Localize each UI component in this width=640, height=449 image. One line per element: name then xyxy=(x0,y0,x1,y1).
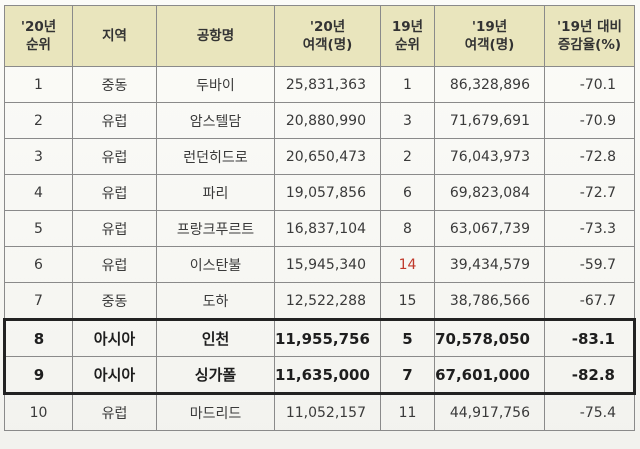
cell-airport-name: 두바이 xyxy=(156,66,275,103)
cell-region: 유럽 xyxy=(72,174,157,211)
cell-rank-2020: 7 xyxy=(4,282,73,320)
cell-region: 유럽 xyxy=(72,246,157,283)
cell-change-rate: -72.7 xyxy=(544,174,635,211)
cell-passengers-2019: 76,043,973 xyxy=(434,138,545,175)
cell-passengers-2020: 12,522,288 xyxy=(274,282,381,320)
cell-airport-name: 싱가폴 xyxy=(156,356,275,395)
cell-rank-2020: 2 xyxy=(4,102,73,139)
cell-change-rate: -70.9 xyxy=(544,102,635,139)
cell-rank-2020: 8 xyxy=(3,318,73,357)
cell-change-rate: -82.8 xyxy=(544,356,636,395)
cell-airport-name: 마드리드 xyxy=(156,393,275,431)
cell-rank-2019: 15 xyxy=(380,282,435,320)
cell-change-rate: -73.3 xyxy=(544,210,635,247)
cell-passengers-2019: 71,679,691 xyxy=(434,102,545,139)
header-passengers-2019: '19년 여객(명) xyxy=(434,5,545,67)
header-region: 지역 xyxy=(72,5,157,67)
cell-passengers-2019: 67,601,000 xyxy=(434,356,545,395)
cell-passengers-2020: 15,945,340 xyxy=(274,246,381,283)
cell-airport-name: 도하 xyxy=(156,282,275,320)
cell-passengers-2020: 11,052,157 xyxy=(274,393,381,431)
cell-passengers-2020: 11,635,000 xyxy=(274,356,381,395)
cell-airport-name: 이스탄불 xyxy=(156,246,275,283)
header-rank-2020: '20년 순위 xyxy=(4,5,73,67)
cell-region: 유럽 xyxy=(72,102,157,139)
cell-change-rate: -75.4 xyxy=(544,393,635,431)
cell-region: 중동 xyxy=(72,66,157,103)
cell-rank-2019: 11 xyxy=(380,393,435,431)
cell-rank-2020: 6 xyxy=(4,246,73,283)
cell-region: 중동 xyxy=(72,282,157,320)
table-row: 6 유럽 이스탄불 15,945,340 14 39,434,579 -59.7 xyxy=(4,246,635,283)
cell-passengers-2020: 16,837,104 xyxy=(274,210,381,247)
cell-change-rate: -67.7 xyxy=(544,282,635,320)
table-row: 5 유럽 프랑크푸르트 16,837,104 8 63,067,739 -73.… xyxy=(4,210,635,247)
cell-rank-2020: 9 xyxy=(3,356,73,395)
cell-change-rate: -59.7 xyxy=(544,246,635,283)
cell-rank-2019: 1 xyxy=(380,66,435,103)
header-passengers-2020: '20년 여객(명) xyxy=(274,5,381,67)
header-rank-2019: 19년 순위 xyxy=(380,5,435,67)
table-row: 4 유럽 파리 19,057,856 6 69,823,084 -72.7 xyxy=(4,174,635,211)
highlighted-table-row: 8 아시아 인천 11,955,756 5 70,578,050 -83.1 xyxy=(3,318,636,357)
cell-passengers-2020: 20,880,990 xyxy=(274,102,381,139)
cell-rank-2019: 14 xyxy=(380,246,435,283)
cell-region: 아시아 xyxy=(72,356,157,395)
header-airport-name: 공항명 xyxy=(156,5,275,67)
cell-passengers-2019: 38,786,566 xyxy=(434,282,545,320)
table-row: 7 중동 도하 12,522,288 15 38,786,566 -67.7 xyxy=(4,282,635,320)
cell-rank-2020: 3 xyxy=(4,138,73,175)
cell-airport-name: 인천 xyxy=(156,318,275,357)
cell-passengers-2020: 25,831,363 xyxy=(274,66,381,103)
cell-passengers-2019: 70,578,050 xyxy=(434,318,545,357)
cell-rank-2020: 10 xyxy=(4,393,73,431)
cell-region: 유럽 xyxy=(72,393,157,431)
cell-rank-2019: 7 xyxy=(380,356,435,395)
airport-passenger-ranking-table: '20년 순위 지역 공항명 '20년 여객(명) 19년 순위 xyxy=(3,5,636,431)
cell-rank-2019: 5 xyxy=(380,318,435,357)
cell-passengers-2019: 86,328,896 xyxy=(434,66,545,103)
cell-rank-2019: 2 xyxy=(380,138,435,175)
table-header-row: '20년 순위 지역 공항명 '20년 여객(명) 19년 순위 xyxy=(4,5,635,67)
cell-change-rate: -70.1 xyxy=(544,66,635,103)
cell-change-rate: -72.8 xyxy=(544,138,635,175)
cell-passengers-2019: 39,434,579 xyxy=(434,246,545,283)
cell-passengers-2020: 19,057,856 xyxy=(274,174,381,211)
cell-passengers-2019: 69,823,084 xyxy=(434,174,545,211)
header-change-rate: '19년 대비 증감율(%) xyxy=(544,5,635,67)
cell-airport-name: 암스텔담 xyxy=(156,102,275,139)
table-row: 1 중동 두바이 25,831,363 1 86,328,896 -70.1 xyxy=(4,66,635,103)
cell-rank-2019: 3 xyxy=(380,102,435,139)
cell-region: 아시아 xyxy=(72,318,157,357)
table-row: 2 유럽 암스텔담 20,880,990 3 71,679,691 -70.9 xyxy=(4,102,635,139)
cell-rank-2020: 5 xyxy=(4,210,73,247)
cell-region: 유럽 xyxy=(72,210,157,247)
highlighted-table-row: 9 아시아 싱가폴 11,635,000 7 67,601,000 -82.8 xyxy=(3,356,636,395)
cell-passengers-2020: 11,955,756 xyxy=(274,318,381,357)
cell-passengers-2019: 44,917,756 xyxy=(434,393,545,431)
cell-rank-2020: 4 xyxy=(4,174,73,211)
cell-airport-name: 런던히드로 xyxy=(156,138,275,175)
cell-rank-2020: 1 xyxy=(4,66,73,103)
cell-passengers-2020: 20,650,473 xyxy=(274,138,381,175)
cell-region: 유럽 xyxy=(72,138,157,175)
cell-change-rate: -83.1 xyxy=(544,318,636,357)
cell-passengers-2019: 63,067,739 xyxy=(434,210,545,247)
table-row: 10 유럽 마드리드 11,052,157 11 44,917,756 -75.… xyxy=(4,393,635,431)
cell-airport-name: 프랑크푸르트 xyxy=(156,210,275,247)
table-row: 3 유럽 런던히드로 20,650,473 2 76,043,973 -72.8 xyxy=(4,138,635,175)
cell-rank-2019: 8 xyxy=(380,210,435,247)
cell-rank-2019: 6 xyxy=(380,174,435,211)
cell-airport-name: 파리 xyxy=(156,174,275,211)
